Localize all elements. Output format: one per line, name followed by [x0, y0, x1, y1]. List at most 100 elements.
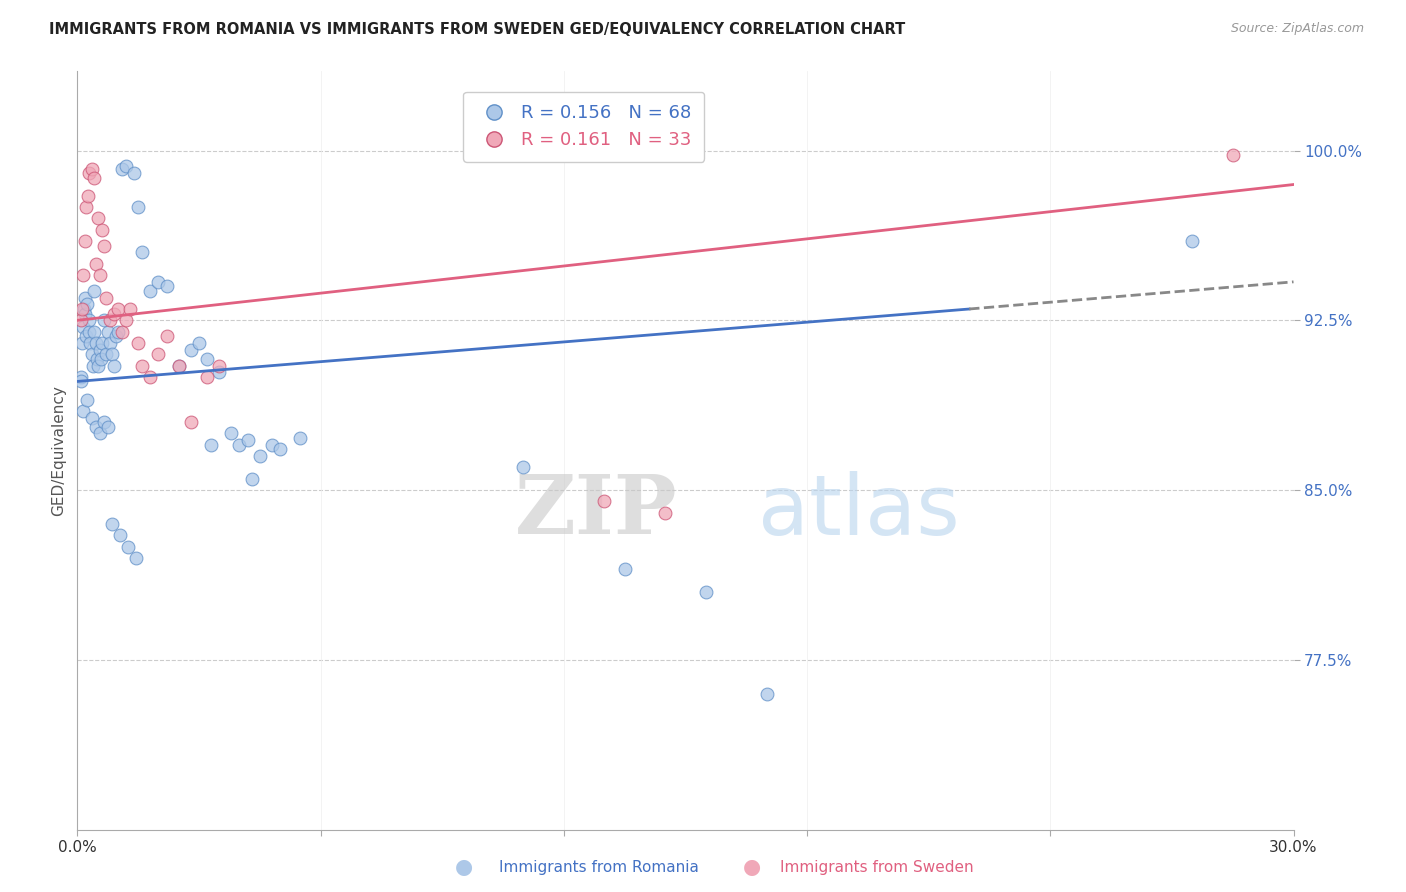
Point: [101, 516, 124, 531]
Point: [260, 438, 283, 452]
Point: [249, 449, 271, 463]
Point: [180, 343, 202, 357]
Point: [94, 347, 117, 361]
Point: [107, 301, 129, 316]
Point: [80, 347, 103, 361]
Point: [228, 438, 250, 452]
Point: [654, 506, 676, 520]
Point: [167, 359, 190, 373]
Point: [269, 442, 291, 457]
Point: [76, 297, 98, 311]
Point: [90, 223, 112, 237]
Point: [155, 279, 177, 293]
Y-axis label: GED/Equivalency: GED/Equivalency: [51, 385, 66, 516]
Text: Immigrants from Romania: Immigrants from Romania: [499, 860, 699, 874]
Point: [127, 335, 149, 350]
Text: ●: ●: [744, 857, 761, 877]
Point: [125, 551, 148, 566]
Point: [86, 359, 108, 373]
Point: [98, 313, 121, 327]
Point: [84, 419, 107, 434]
Text: Source: ZipAtlas.com: Source: ZipAtlas.com: [1230, 22, 1364, 36]
Point: [118, 301, 141, 316]
Point: [93, 313, 115, 327]
Point: [75, 329, 97, 343]
Point: [1222, 148, 1244, 162]
Text: atlas: atlas: [758, 471, 960, 551]
Point: [86, 211, 108, 226]
Point: [111, 325, 134, 339]
Point: [98, 335, 121, 350]
Text: IMMIGRANTS FROM ROMANIA VS IMMIGRANTS FROM SWEDEN GED/EQUIVALENCY CORRELATION CH: IMMIGRANTS FROM ROMANIA VS IMMIGRANTS FR…: [49, 22, 905, 37]
Point: [167, 359, 190, 373]
Point: [90, 351, 112, 366]
Point: [93, 415, 115, 429]
Point: [76, 392, 98, 407]
Point: [84, 335, 107, 350]
Point: [613, 562, 636, 576]
Point: [195, 351, 218, 366]
Point: [755, 687, 778, 701]
Point: [70, 375, 93, 389]
Point: [77, 313, 100, 327]
Point: [72, 320, 94, 334]
Point: [97, 325, 120, 339]
Point: [89, 343, 111, 357]
Point: [148, 347, 170, 361]
Point: [221, 426, 243, 441]
Point: [79, 166, 101, 180]
Point: [104, 329, 127, 343]
Text: Immigrants from Sweden: Immigrants from Sweden: [780, 860, 974, 874]
Point: [593, 494, 616, 508]
Point: [83, 325, 105, 339]
Point: [103, 306, 125, 320]
Point: [127, 200, 149, 214]
Point: [80, 161, 103, 176]
Point: [93, 238, 115, 252]
Point: [695, 585, 717, 599]
Point: [208, 359, 231, 373]
Point: [70, 335, 93, 350]
Point: [72, 268, 94, 282]
Point: [139, 370, 162, 384]
Point: [75, 200, 97, 214]
Point: [188, 335, 211, 350]
Point: [94, 291, 117, 305]
Text: ●: ●: [456, 857, 472, 877]
Point: [103, 359, 125, 373]
Point: [80, 410, 103, 425]
Point: [131, 359, 153, 373]
Point: [200, 438, 222, 452]
Point: [139, 284, 162, 298]
Point: [69, 313, 91, 327]
Point: [148, 275, 170, 289]
Point: [70, 301, 93, 316]
Point: [101, 347, 124, 361]
Point: [69, 370, 91, 384]
Legend: R = 0.156   N = 68, R = 0.161   N = 33: R = 0.156 N = 68, R = 0.161 N = 33: [464, 92, 704, 162]
Point: [155, 329, 177, 343]
Point: [73, 234, 96, 248]
Point: [111, 161, 134, 176]
Point: [108, 528, 131, 542]
Point: [82, 359, 104, 373]
Point: [97, 419, 120, 434]
Point: [83, 170, 105, 185]
Point: [83, 284, 105, 298]
Point: [79, 335, 101, 350]
Point: [76, 189, 98, 203]
Point: [290, 431, 312, 445]
Point: [89, 426, 111, 441]
Point: [72, 404, 94, 418]
Point: [122, 166, 145, 180]
Point: [512, 460, 534, 475]
Point: [131, 245, 153, 260]
Point: [73, 291, 96, 305]
Point: [180, 415, 202, 429]
Point: [115, 313, 138, 327]
Point: [115, 160, 138, 174]
Point: [75, 306, 97, 320]
Point: [89, 268, 111, 282]
Text: ZIP: ZIP: [515, 471, 678, 551]
Point: [107, 325, 129, 339]
